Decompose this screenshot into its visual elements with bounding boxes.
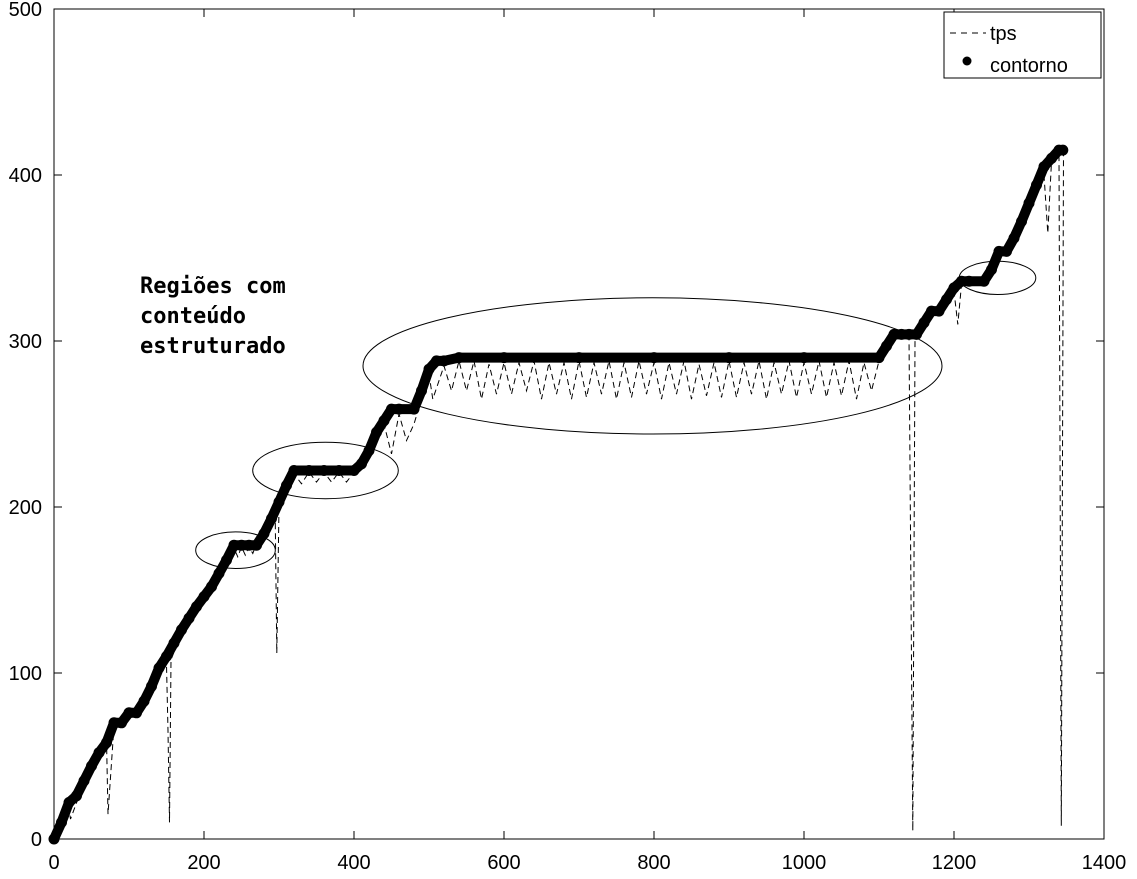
series-contorno-point — [183, 612, 195, 624]
series-contorno-point — [303, 465, 315, 476]
annotation-line-3: estruturado — [140, 334, 286, 359]
legend-box — [943, 11, 1102, 79]
series-contorno-point — [393, 403, 405, 415]
series-contorno-point — [176, 624, 187, 636]
series-contorno-point — [948, 282, 960, 294]
series-contorno-point — [1001, 245, 1012, 257]
series-contorno-point — [213, 567, 225, 579]
series-contorno-point — [266, 513, 277, 525]
series-layer — [48, 144, 1069, 845]
series-contorno-point — [71, 790, 82, 802]
series-contorno-point — [198, 591, 210, 603]
series-contorno-point — [371, 426, 382, 438]
series-contorno-point — [423, 363, 435, 375]
series-contorno-point — [1023, 197, 1035, 209]
region-ellipse — [362, 297, 943, 435]
series-contorno-point — [86, 760, 97, 772]
series-contorno-point — [986, 264, 997, 276]
series-contorno-point — [873, 352, 885, 364]
series-contorno-point — [131, 707, 142, 719]
series-contorno-point — [1031, 179, 1042, 191]
y-axis-ticks: 0 100 200 300 400 500 — [9, 0, 1104, 851]
x-tick-label: 600 — [487, 852, 520, 874]
legend: tps contorno — [943, 11, 1102, 79]
y-tick-label: 500 — [9, 0, 42, 21]
region-ellipse — [958, 260, 1037, 295]
series-contorno-point — [168, 637, 180, 649]
plot-area — [53, 8, 1105, 840]
annotation-line-1: Regiões com — [140, 274, 286, 299]
x-tick-label: 200 — [187, 852, 220, 874]
x-axis-ticks: 0 200 400 600 800 1000 1200 1400 — [48, 9, 1126, 874]
series-contorno-point — [333, 465, 345, 476]
annotation-line-2: conteúdo — [140, 304, 246, 329]
series-tps-line — [53, 150, 1064, 840]
region-ellipse — [195, 531, 276, 570]
series-contorno-point — [416, 385, 427, 397]
series-contorno-point — [933, 305, 945, 317]
series-contorno-point — [978, 275, 990, 287]
series-contorno-point — [273, 496, 285, 508]
series-contorno-point — [363, 445, 375, 457]
series-contorno-point — [408, 403, 420, 415]
y-tick-label: 100 — [9, 663, 42, 685]
series-contorno-point — [251, 539, 262, 551]
y-tick-label: 300 — [9, 331, 42, 353]
series-contorno-point — [161, 650, 172, 662]
series-contorno-point — [56, 816, 67, 828]
series-contorno-point — [116, 717, 127, 729]
series-contorno-point — [453, 352, 465, 364]
series-contorno-point — [573, 352, 585, 364]
series-contorno-point — [378, 415, 390, 427]
region-ellipse — [252, 441, 399, 500]
series-contorno-point — [318, 465, 330, 476]
series-contorno-point — [63, 797, 75, 808]
y-tick-label: 0 — [31, 829, 42, 851]
x-tick-label: 1400 — [1082, 852, 1127, 874]
series-contorno-point — [723, 352, 735, 364]
series-contorno-point — [206, 581, 217, 593]
series-contorno-point — [348, 465, 360, 476]
series-contorno-point — [881, 340, 892, 352]
series-contorno-point — [1008, 232, 1020, 244]
series-contorno-point — [288, 465, 300, 476]
series-contorno-point — [1038, 161, 1050, 173]
annotation-layer: Regiões com conteúdo estruturado — [140, 260, 1037, 570]
x-tick-label: 800 — [637, 852, 670, 874]
series-contorno-point — [798, 352, 810, 364]
legend-tps-label: tps — [990, 23, 1017, 45]
x-tick-label: 0 — [48, 852, 59, 874]
series-contorno-point — [918, 317, 930, 329]
legend-contorno-label: contorno — [990, 55, 1068, 77]
series-contorno-point — [1046, 152, 1057, 164]
series-contorno-point — [498, 352, 510, 364]
series-contorno-point — [281, 479, 292, 491]
series-contorno-point — [78, 775, 90, 787]
x-tick-label: 1000 — [782, 852, 827, 874]
series-contorno-point — [221, 554, 232, 566]
series-contorno-point — [1057, 144, 1069, 156]
series-contorno-point — [191, 601, 202, 613]
series-contorno-point — [356, 458, 367, 470]
series-contorno-point — [146, 680, 157, 692]
series-contorno-point — [138, 695, 150, 707]
series-contorno-point — [153, 662, 165, 674]
x-tick-label: 400 — [337, 852, 370, 874]
x-tick-label: 1200 — [932, 852, 977, 874]
legend-contorno-marker — [962, 56, 972, 66]
series-contorno-point — [648, 352, 660, 364]
series-contorno-point — [911, 328, 922, 340]
series-contorno-point — [438, 355, 450, 367]
series-contorno-point — [963, 275, 975, 287]
y-tick-label: 400 — [9, 165, 42, 187]
y-tick-label: 200 — [9, 497, 42, 519]
